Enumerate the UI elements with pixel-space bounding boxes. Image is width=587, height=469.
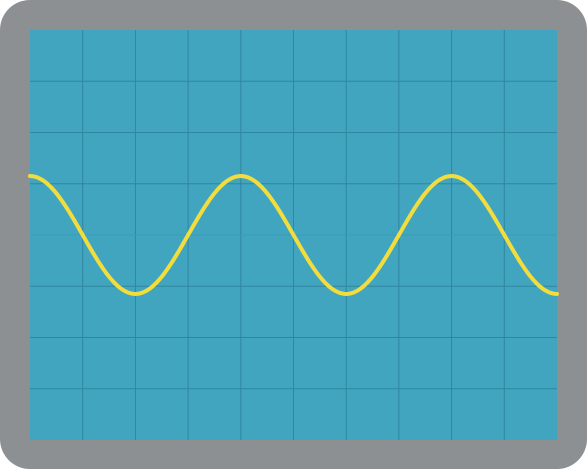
signal-trace — [28, 174, 559, 296]
